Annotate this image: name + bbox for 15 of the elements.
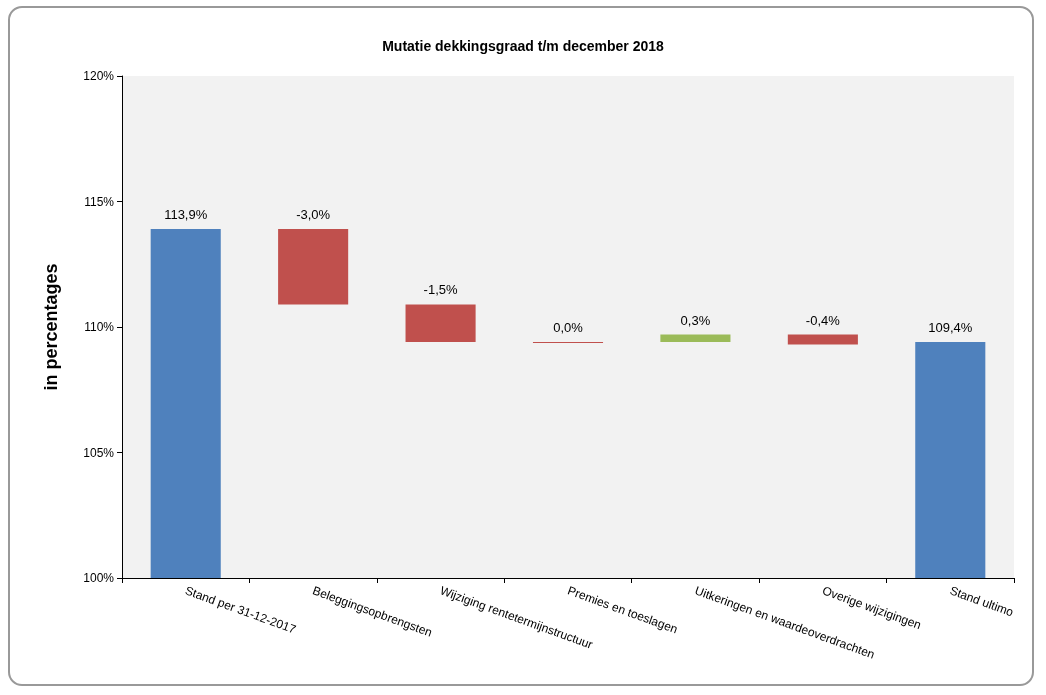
y-tick-label: 120% bbox=[83, 69, 115, 83]
y-tick-label: 115% bbox=[84, 194, 115, 209]
data-label: 113,9% bbox=[164, 207, 208, 223]
y-tick-label: 100% bbox=[83, 571, 115, 585]
x-tick-label: Stand ultimo bbox=[947, 583, 1016, 620]
y-axis-title: in percentages bbox=[41, 263, 61, 391]
data-label: -0,4% bbox=[805, 312, 841, 328]
data-label: -3,0% bbox=[296, 207, 331, 223]
data-label: 0,0% bbox=[553, 320, 584, 336]
y-tick-label: 110% bbox=[84, 320, 115, 334]
y-tick-label: 105% bbox=[83, 445, 115, 460]
data-label: 0,3% bbox=[680, 312, 711, 328]
data-label: -1,5% bbox=[423, 282, 458, 298]
data-label: 109,4% bbox=[928, 320, 973, 336]
chart-title: Mutatie dekkingsgraad t/m december 2018 bbox=[382, 38, 665, 54]
